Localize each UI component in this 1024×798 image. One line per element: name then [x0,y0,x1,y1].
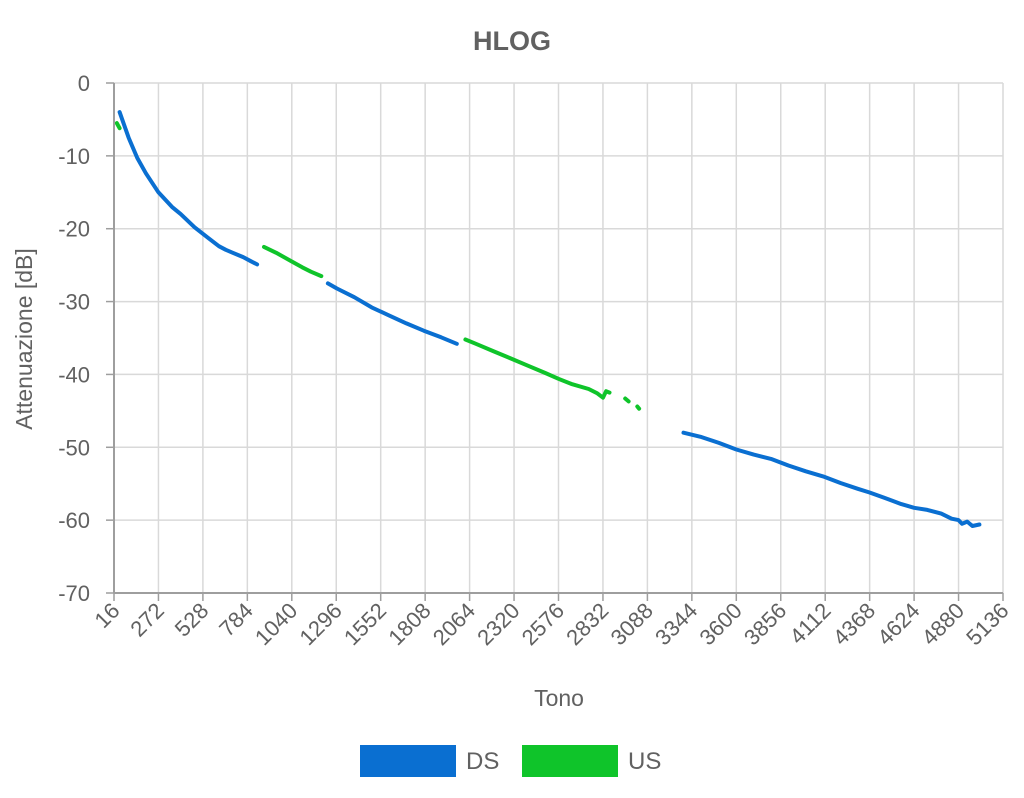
y-axis-label: Attenuazione [dB] [11,248,37,430]
series-ds-segment-1 [325,281,459,346]
x-tick-label: 3600 [695,598,747,650]
x-tick-label: 1296 [294,598,346,650]
x-tick-label: 4880 [917,598,969,650]
legend-swatch-ds [360,745,456,777]
series-us-segment-1 [262,244,324,279]
y-tick-label: -50 [58,435,90,460]
x-tick-label: 4368 [828,598,880,650]
series-us-segment-3 [623,396,631,404]
x-tick-label: 2320 [472,598,524,650]
legend-label-us: US [628,748,661,775]
series-lines [114,110,982,528]
x-tick-label: 4624 [872,598,924,650]
legend-label-ds: DS [466,748,499,775]
x-axis-label: Tono [534,685,584,711]
y-tick-label: -60 [58,508,90,533]
legend: DS US [360,745,661,777]
x-tick-label: 3088 [606,598,658,650]
series-us-segment-0 [114,121,122,131]
y-tick-label: -40 [58,362,90,387]
axes [106,82,1004,601]
y-tick-label: -70 [58,581,90,606]
x-tick-label: 1040 [250,598,302,650]
y-tick-label: -30 [58,290,90,315]
x-tick-label: 272 [125,598,169,642]
series-us-segment-2 [463,337,612,400]
chart-title: HLOG [473,26,551,56]
x-tick-label: 3856 [739,598,791,650]
legend-swatch-us [522,745,618,777]
y-tick-labels: 0 -10 -20 -30 -40 -50 -60 -70 [58,71,90,606]
series-us-segment-4 [635,404,642,411]
series-ds-segment-0 [117,110,260,267]
y-tick-label: -20 [58,217,90,242]
x-tick-label: 2576 [517,598,569,650]
y-tick-label: 0 [78,71,90,96]
x-tick-labels: 16 272 528 78410401296155218082064232025762… [90,598,1014,650]
series-ds-segment-2 [681,430,982,528]
x-tick-label: 4112 [785,598,836,649]
x-tick-label: 2832 [561,598,613,650]
x-tick-label: 1808 [383,598,435,650]
x-tick-label: 16 [90,598,125,633]
x-tick-label: 1552 [339,598,391,650]
grid-lines [114,82,1004,593]
y-tick-label: -10 [58,144,90,169]
x-tick-label: 5136 [961,598,1013,650]
x-tick-label: 3344 [650,598,702,650]
x-tick-label: 528 [170,598,214,642]
x-tick-label: 2064 [428,598,480,650]
